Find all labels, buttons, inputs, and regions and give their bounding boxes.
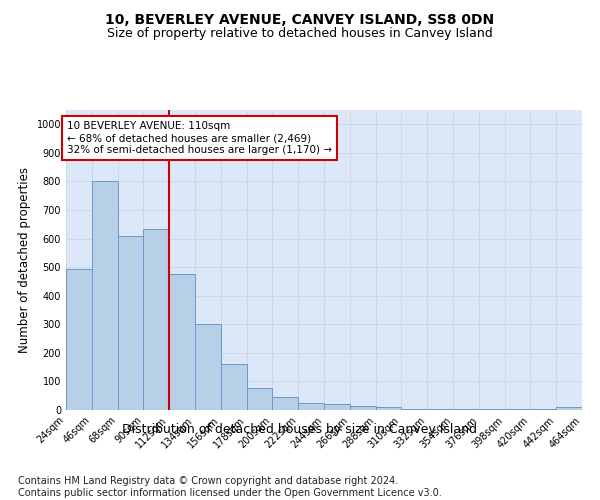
Text: Contains HM Land Registry data © Crown copyright and database right 2024.
Contai: Contains HM Land Registry data © Crown c… — [18, 476, 442, 498]
Bar — [247, 388, 272, 410]
Bar — [556, 407, 582, 410]
Text: 10 BEVERLEY AVENUE: 110sqm
← 68% of detached houses are smaller (2,469)
32% of s: 10 BEVERLEY AVENUE: 110sqm ← 68% of deta… — [67, 122, 332, 154]
Bar — [66, 268, 92, 410]
Bar — [143, 228, 169, 410]
Bar — [221, 364, 247, 410]
Text: Size of property relative to detached houses in Canvey Island: Size of property relative to detached ho… — [107, 28, 493, 40]
Bar — [195, 324, 221, 410]
Bar — [376, 407, 401, 410]
Bar — [401, 408, 427, 410]
Bar — [453, 409, 479, 410]
Bar — [298, 404, 324, 410]
Bar — [272, 397, 298, 410]
Bar — [92, 182, 118, 410]
Bar — [427, 409, 453, 410]
Bar — [169, 274, 195, 410]
Bar — [324, 404, 350, 410]
Bar — [118, 236, 143, 410]
Y-axis label: Number of detached properties: Number of detached properties — [18, 167, 31, 353]
Text: 10, BEVERLEY AVENUE, CANVEY ISLAND, SS8 0DN: 10, BEVERLEY AVENUE, CANVEY ISLAND, SS8 … — [106, 12, 494, 26]
Text: Distribution of detached houses by size in Canvey Island: Distribution of detached houses by size … — [122, 422, 478, 436]
Bar — [350, 406, 376, 410]
